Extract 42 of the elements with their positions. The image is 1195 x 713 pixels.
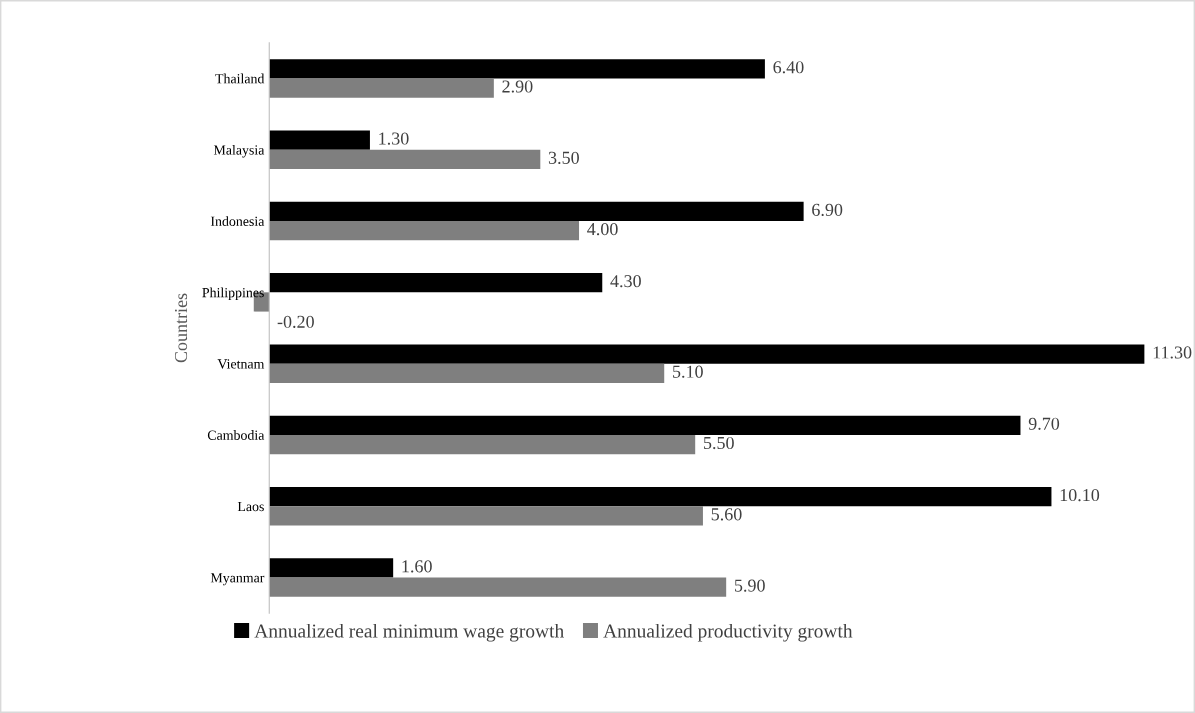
data-label: 1.30 bbox=[379, 132, 409, 145]
data-label: 5.50 bbox=[704, 436, 734, 450]
data-label: 11.30 bbox=[1153, 346, 1192, 359]
bar bbox=[269, 130, 370, 150]
bar bbox=[269, 273, 603, 293]
data-label: 5.90 bbox=[734, 579, 765, 592]
y-tick-label: Laos bbox=[237, 501, 264, 512]
legend-label: Annualized productivity growth bbox=[603, 623, 853, 642]
bar bbox=[269, 363, 665, 383]
bar bbox=[269, 434, 696, 455]
y-tick-label: Philippines bbox=[202, 287, 264, 301]
legend-label: Annualized real minimum wage growth bbox=[254, 623, 564, 642]
bar bbox=[269, 415, 1021, 435]
data-label: 4.00 bbox=[587, 222, 618, 236]
data-label: 9.70 bbox=[1028, 417, 1060, 430]
bar bbox=[269, 486, 1052, 507]
bar bbox=[269, 78, 494, 98]
data-label: 2.90 bbox=[502, 80, 533, 93]
y-axis-title: Countries bbox=[174, 293, 188, 363]
bar bbox=[269, 149, 541, 169]
y-tick-label: Indonesia bbox=[210, 216, 265, 226]
data-label: 6.40 bbox=[773, 61, 804, 74]
bar bbox=[269, 558, 394, 578]
data-label: 3.50 bbox=[548, 151, 579, 164]
y-tick-label: Malaysia bbox=[213, 144, 265, 158]
bar bbox=[269, 59, 765, 79]
data-label: 6.90 bbox=[812, 203, 843, 216]
y-tick-label: Cambodia bbox=[207, 430, 265, 440]
data-label: 10.10 bbox=[1060, 488, 1100, 502]
bar bbox=[269, 201, 804, 222]
data-label: -0.20 bbox=[277, 315, 314, 328]
y-tick-label: Vietnam bbox=[217, 359, 265, 369]
bar bbox=[269, 577, 727, 597]
bar bbox=[269, 344, 1145, 364]
y-tick-label: Thailand bbox=[215, 73, 265, 84]
data-label: 4.30 bbox=[610, 275, 641, 288]
bar bbox=[269, 506, 703, 526]
bar bbox=[269, 221, 580, 241]
data-label: 1.60 bbox=[402, 560, 432, 573]
data-label: 5.10 bbox=[673, 365, 703, 378]
data-label: 5.60 bbox=[711, 508, 742, 521]
y-tick-label: Myanmar bbox=[210, 573, 265, 586]
